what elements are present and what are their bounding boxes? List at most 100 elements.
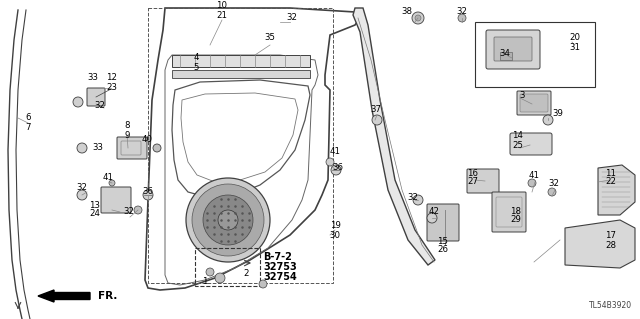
Text: 16: 16 bbox=[467, 168, 479, 177]
FancyBboxPatch shape bbox=[520, 94, 548, 112]
Circle shape bbox=[73, 97, 83, 107]
Text: 37: 37 bbox=[371, 106, 381, 115]
Text: 41: 41 bbox=[330, 147, 340, 157]
Text: 7: 7 bbox=[25, 123, 31, 132]
Text: 32: 32 bbox=[124, 206, 134, 216]
FancyBboxPatch shape bbox=[494, 37, 532, 61]
Circle shape bbox=[372, 115, 382, 125]
Text: 4: 4 bbox=[193, 54, 199, 63]
Text: 18: 18 bbox=[511, 206, 522, 216]
Text: 5: 5 bbox=[193, 63, 199, 71]
Circle shape bbox=[413, 195, 423, 205]
Circle shape bbox=[427, 213, 437, 223]
Text: TL54B3920: TL54B3920 bbox=[589, 301, 632, 310]
Bar bbox=[475, 22, 595, 87]
Circle shape bbox=[543, 115, 553, 125]
Text: 32: 32 bbox=[287, 13, 298, 23]
Text: 12: 12 bbox=[106, 73, 118, 83]
Circle shape bbox=[326, 158, 334, 166]
Text: 32754: 32754 bbox=[263, 272, 297, 282]
Text: 31: 31 bbox=[570, 42, 580, 51]
Bar bbox=[172, 70, 310, 78]
FancyBboxPatch shape bbox=[467, 169, 499, 193]
Text: 23: 23 bbox=[106, 83, 118, 92]
Text: 25: 25 bbox=[513, 140, 524, 150]
Text: 41: 41 bbox=[102, 174, 113, 182]
Circle shape bbox=[153, 144, 161, 152]
Text: 42: 42 bbox=[429, 206, 440, 216]
Text: 8: 8 bbox=[124, 122, 130, 130]
Text: 3: 3 bbox=[519, 91, 525, 100]
Text: 2: 2 bbox=[243, 269, 249, 278]
Text: 10: 10 bbox=[216, 2, 227, 11]
Text: 21: 21 bbox=[216, 11, 227, 19]
Circle shape bbox=[412, 12, 424, 24]
Text: 39: 39 bbox=[552, 108, 563, 117]
Text: 24: 24 bbox=[90, 210, 100, 219]
FancyBboxPatch shape bbox=[510, 133, 552, 155]
Circle shape bbox=[218, 210, 238, 230]
Text: 6: 6 bbox=[25, 114, 31, 122]
Text: 22: 22 bbox=[605, 177, 616, 187]
Text: 26: 26 bbox=[438, 246, 449, 255]
Text: 40: 40 bbox=[141, 136, 152, 145]
Text: 28: 28 bbox=[605, 241, 616, 249]
FancyArrow shape bbox=[38, 290, 90, 302]
FancyBboxPatch shape bbox=[486, 30, 540, 69]
Text: 13: 13 bbox=[90, 201, 100, 210]
Circle shape bbox=[528, 179, 536, 187]
Circle shape bbox=[186, 178, 270, 262]
Bar bbox=[500, 52, 512, 60]
Text: 1: 1 bbox=[202, 277, 208, 286]
Circle shape bbox=[215, 273, 225, 283]
Circle shape bbox=[109, 180, 115, 186]
FancyBboxPatch shape bbox=[117, 137, 147, 159]
Bar bbox=[195, 248, 260, 286]
Polygon shape bbox=[598, 165, 635, 215]
Text: 32: 32 bbox=[408, 192, 419, 202]
Text: 34: 34 bbox=[499, 48, 511, 57]
Text: 11: 11 bbox=[605, 168, 616, 177]
Circle shape bbox=[143, 190, 153, 200]
FancyBboxPatch shape bbox=[492, 192, 526, 232]
Circle shape bbox=[206, 268, 214, 276]
Circle shape bbox=[548, 188, 556, 196]
Circle shape bbox=[77, 190, 87, 200]
Text: 32753: 32753 bbox=[263, 262, 297, 272]
Circle shape bbox=[203, 195, 253, 245]
Bar bbox=[172, 55, 310, 67]
Text: 32: 32 bbox=[77, 183, 88, 192]
Text: 9: 9 bbox=[124, 130, 130, 139]
Circle shape bbox=[77, 143, 87, 153]
FancyBboxPatch shape bbox=[517, 91, 551, 115]
Text: 27: 27 bbox=[467, 177, 479, 187]
Circle shape bbox=[134, 206, 142, 214]
Circle shape bbox=[192, 184, 264, 256]
Polygon shape bbox=[565, 220, 635, 268]
Circle shape bbox=[331, 165, 341, 175]
Circle shape bbox=[458, 14, 466, 22]
Circle shape bbox=[415, 15, 421, 21]
Text: 19: 19 bbox=[330, 221, 340, 231]
Text: 33: 33 bbox=[88, 73, 99, 83]
Text: 33: 33 bbox=[93, 143, 104, 152]
Text: 36: 36 bbox=[143, 188, 154, 197]
Text: B-7-2: B-7-2 bbox=[263, 252, 292, 262]
Text: 14: 14 bbox=[513, 131, 524, 140]
Circle shape bbox=[259, 280, 267, 288]
Text: 17: 17 bbox=[605, 232, 616, 241]
Text: 35: 35 bbox=[264, 33, 275, 42]
Text: 41: 41 bbox=[529, 170, 540, 180]
Text: FR.: FR. bbox=[98, 291, 117, 301]
Polygon shape bbox=[353, 8, 435, 265]
FancyBboxPatch shape bbox=[427, 204, 459, 241]
Text: 32: 32 bbox=[548, 179, 559, 188]
Text: 29: 29 bbox=[511, 216, 522, 225]
Text: 20: 20 bbox=[570, 33, 580, 42]
Bar bbox=[148, 8, 333, 283]
Text: 36: 36 bbox=[333, 164, 344, 173]
FancyBboxPatch shape bbox=[101, 187, 131, 213]
Text: 38: 38 bbox=[401, 8, 413, 17]
Text: 32: 32 bbox=[456, 8, 467, 17]
Text: 15: 15 bbox=[438, 236, 449, 246]
